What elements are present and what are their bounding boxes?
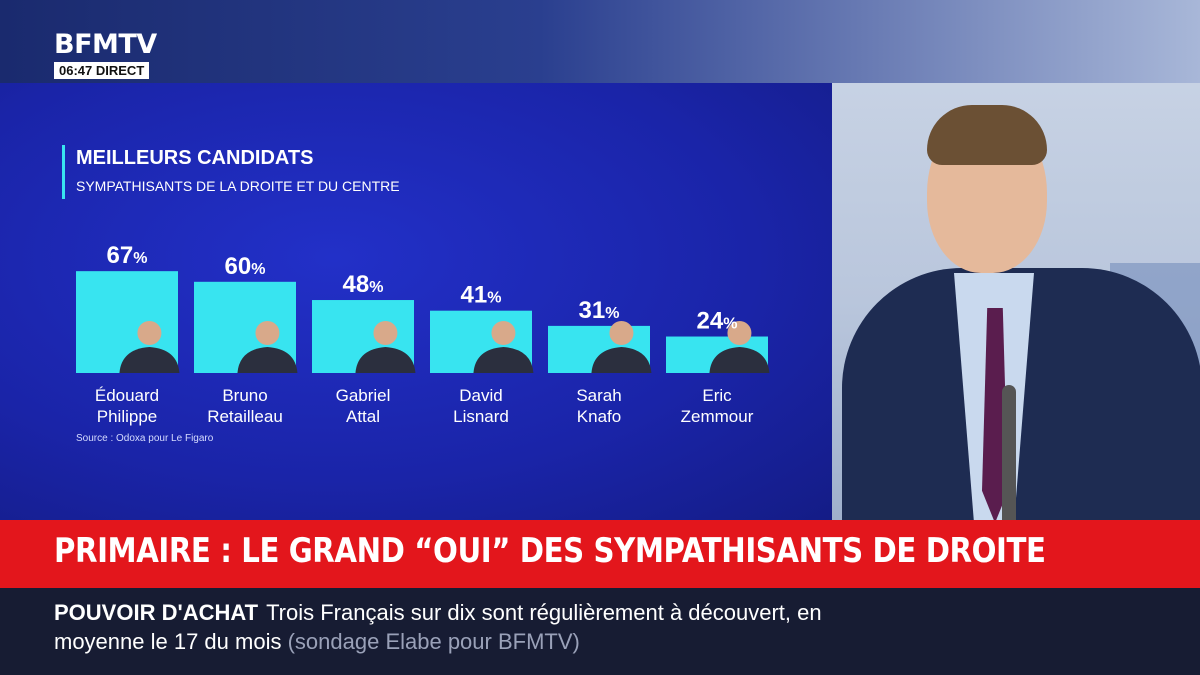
category-label-3-1: Lisnard <box>453 407 509 426</box>
candidate-portrait-head-3 <box>491 321 516 345</box>
logo-text: BFMTV <box>54 29 157 60</box>
category-label-5-0: Eric <box>702 386 732 405</box>
headline-text: PRIMAIRE : LE GRAND “OUI” DES SYMPATHISA… <box>54 531 1046 571</box>
candidate-portrait-head-4 <box>609 321 634 345</box>
candidate-portrait-head-0 <box>137 321 162 345</box>
value-label-4: 31% <box>579 297 620 324</box>
chart-subtitle: SYMPATHISANTS DE LA DROITE ET DU CENTRE <box>76 178 400 194</box>
category-label-4-0: Sarah <box>576 386 621 405</box>
ticker-line-1: POUVOIR D'ACHAT Trois Français sur dix so… <box>54 600 822 626</box>
category-label-5-1: Zemmour <box>681 407 754 426</box>
category-label-1-1: Retailleau <box>207 407 283 426</box>
category-label-2-0: Gabriel <box>336 386 391 405</box>
candidate-portrait-body-1 <box>237 347 298 373</box>
category-label-3-0: David <box>459 386 502 405</box>
value-label-2: 48% <box>343 271 384 298</box>
time-badge: 06:47 DIRECT <box>54 62 150 79</box>
value-label-0: 67% <box>107 242 148 269</box>
category-label-0-0: Édouard <box>95 386 159 405</box>
value-label-3: 41% <box>461 282 502 309</box>
bar-chart: 67% Édouard Philippe 60% Bruno Retailleau 48% G… <box>76 242 770 426</box>
candidate-portrait-head-2 <box>373 321 398 345</box>
clock-time: 06:47 <box>59 63 93 78</box>
ticker-text-1: Trois Français sur dix sont régulièremen… <box>266 600 822 625</box>
category-label-2-1: Attal <box>346 407 380 426</box>
title-accent-bar <box>62 145 65 199</box>
value-label-5: 24% <box>697 308 738 335</box>
ticker-label: POUVOIR D'ACHAT <box>54 600 259 625</box>
chart-title: MEILLEURS CANDIDATS <box>76 147 314 169</box>
candidate-portrait-body-0 <box>119 347 180 373</box>
value-label-1: 60% <box>225 253 266 280</box>
studio-view <box>832 83 1200 520</box>
channel-logo: BFMTV 06:47 DIRECT <box>54 30 157 80</box>
ticker-text-2: moyenne le 17 du mois <box>54 629 282 654</box>
live-label: DIRECT <box>95 63 145 78</box>
category-label-1-0: Bruno <box>222 386 267 405</box>
candidate-portrait-head-5 <box>727 321 752 345</box>
candidate-portrait-body-5 <box>709 347 770 373</box>
presenter-hair <box>927 105 1047 165</box>
candidate-portrait-body-4 <box>591 347 652 373</box>
chart-source: Source : Odoxa pour Le Figaro <box>76 433 214 444</box>
chart-panel: MEILLEURS CANDIDATS SYMPATHISANTS DE LA … <box>0 83 832 520</box>
microphone <box>1002 385 1016 520</box>
candidate-portrait-head-1 <box>255 321 280 345</box>
candidate-portrait-body-3 <box>473 347 534 373</box>
candidate-portrait-body-2 <box>355 347 416 373</box>
category-label-0-1: Philippe <box>97 407 158 426</box>
category-label-4-1: Knafo <box>577 407 621 426</box>
ticker-line-2: moyenne le 17 du mois (sondage Elabe pou… <box>54 629 580 655</box>
ticker-source: (sondage Elabe pour BFMTV) <box>287 629 580 654</box>
headline-band <box>0 520 1200 588</box>
top-strip: BFMTV 06:47 DIRECT <box>0 0 1200 83</box>
news-ticker <box>0 588 1200 675</box>
